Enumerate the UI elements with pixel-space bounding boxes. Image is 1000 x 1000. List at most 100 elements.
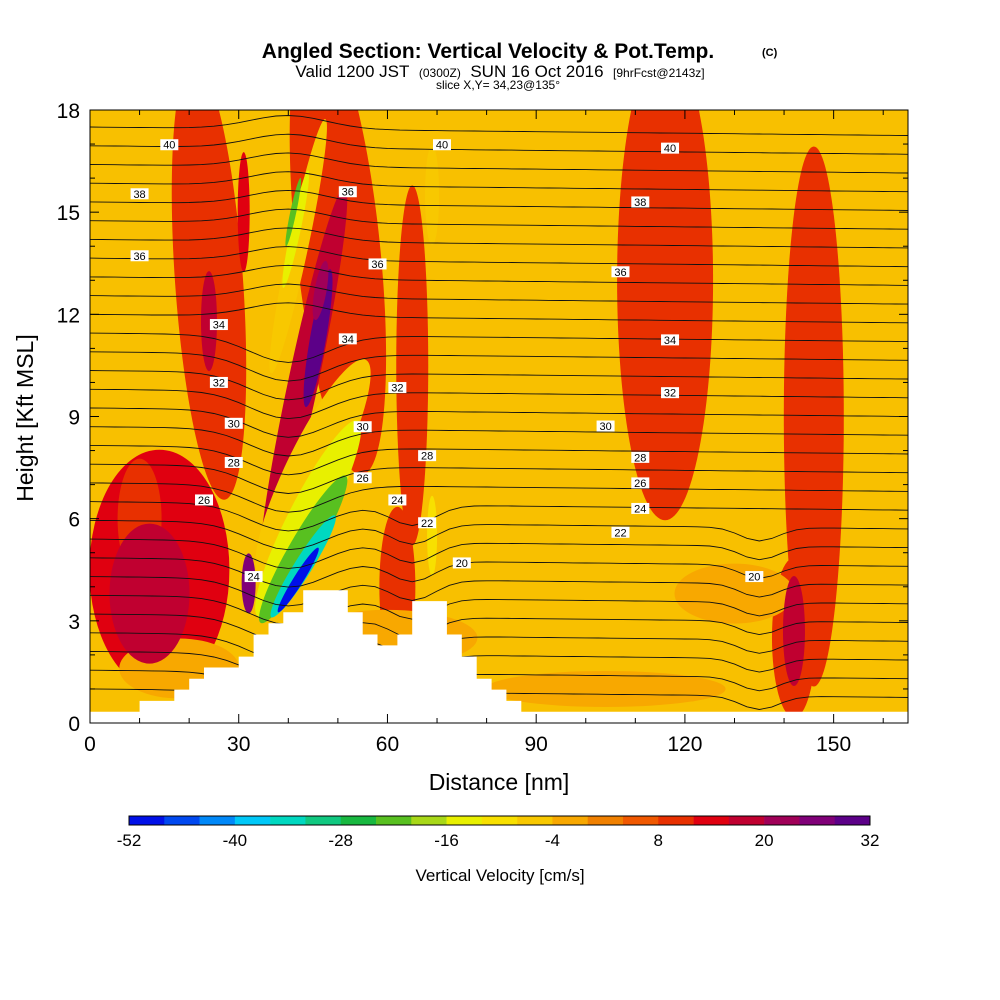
velocity-region (109, 523, 190, 664)
colorbar-tick-label: -16 (434, 831, 459, 850)
chart-subtitle: Valid 1200 JST (0300Z) SUN 16 Oct 2016 [… (295, 62, 704, 81)
theta-contour-line (90, 332, 908, 363)
y-tick-label: 6 (68, 509, 80, 532)
theta-contour-line (90, 501, 908, 532)
theta-contour-line (90, 351, 908, 382)
contour-label: 30 (596, 420, 615, 433)
contour-label-text: 32 (213, 377, 225, 389)
contour-label: 36 (338, 186, 357, 199)
contour-label: 34 (661, 334, 680, 347)
theta-contour-line (90, 171, 908, 193)
y-axis-label: Height [Kft MSL] (12, 334, 38, 501)
colorbar-swatch (834, 816, 871, 825)
contour-label-text: 26 (357, 473, 369, 485)
contour-label-text: 32 (664, 388, 676, 400)
theta-contour-line (90, 133, 908, 155)
theta-contour-line (90, 407, 908, 438)
contour-label-text: 22 (614, 527, 626, 539)
contour-label-text: 20 (748, 572, 760, 584)
colorbar-label: Vertical Velocity [cm/s] (415, 866, 584, 885)
contour-label: 20 (745, 571, 764, 584)
colorbar-swatch (552, 816, 589, 825)
y-tick-label: 0 (68, 713, 80, 736)
x-tick-label: 90 (525, 733, 548, 756)
theta-contour-line (90, 283, 908, 305)
colorbar-swatch (340, 816, 377, 825)
velocity-region (241, 553, 256, 614)
contour-label: 40 (432, 139, 451, 152)
theta-contour-line (90, 444, 908, 476)
theta-contour-line (90, 246, 908, 268)
contour-label-text: 28 (228, 457, 240, 469)
colorbar-swatch (234, 816, 271, 825)
slice-info: slice X,Y= 34,23@135° (436, 78, 560, 92)
colorbar-tick-label: 20 (755, 831, 774, 850)
theta-contour-line (90, 576, 908, 607)
theta-contour-line (90, 302, 908, 324)
contour-label: 36 (368, 258, 387, 271)
colorbar-tick-label: -28 (328, 831, 353, 850)
x-tick-label: 30 (227, 733, 250, 756)
terrain-mask (90, 590, 908, 723)
velocity-region (285, 177, 302, 247)
theta-contour-line (90, 426, 908, 457)
theta-contour-line (90, 227, 908, 249)
contour-label-text: 26 (198, 495, 210, 507)
x-tick-label: 60 (376, 733, 399, 756)
contour-label-text: 32 (391, 383, 403, 395)
contour-label-text: 40 (163, 140, 175, 152)
contour-label: 38 (631, 196, 650, 209)
x-tick-label: 150 (816, 733, 851, 756)
contour-label: 22 (611, 526, 630, 539)
valid-date: SUN 16 Oct 2016 (470, 62, 603, 81)
contour-label-text: 36 (614, 267, 626, 279)
theta-contour-line (90, 651, 908, 682)
contour-label: 24 (631, 502, 650, 515)
contour-label: 26 (195, 494, 214, 507)
colorbar-swatch (623, 816, 659, 825)
colorbar-tick-label: 32 (861, 831, 880, 850)
colorbar-swatch (728, 816, 765, 825)
theta-contour-line (90, 519, 908, 551)
colorbar-swatch (199, 816, 236, 825)
velocity-region (282, 170, 310, 288)
contour-label-text: 36 (371, 259, 383, 271)
theta-contour-line (90, 613, 908, 644)
valid-utc: (0300Z) (419, 66, 461, 80)
contour-label: 36 (611, 266, 630, 279)
contour-label-text: 34 (213, 320, 225, 332)
contour-label: 26 (631, 477, 650, 490)
theta-contour-line (90, 115, 908, 136)
velocity-region (237, 152, 250, 273)
colorbar-swatch (446, 816, 483, 825)
contour-label-text: 30 (357, 422, 369, 434)
x-tick-label: 120 (667, 733, 702, 756)
theta-contour-line (90, 208, 908, 230)
contour-label: 38 (130, 188, 149, 201)
colorbar-tick-label: -40 (223, 831, 248, 850)
contour-label-text: 24 (634, 503, 646, 515)
contour-label-text: 30 (599, 421, 611, 433)
contour-label-text: 38 (133, 189, 145, 201)
colorbar-tick-label: 8 (654, 831, 663, 850)
velocity-region (396, 185, 429, 546)
colorbar-tick-label: -4 (545, 831, 560, 850)
colorbar-swatch (164, 816, 200, 825)
colorbar: -52 -40 -28 -16 -4 8 20 32 (117, 815, 880, 850)
velocity-region (312, 260, 329, 321)
colorbar-swatch (481, 816, 518, 825)
colorbar-swatch (658, 816, 694, 825)
colorbar-swatch (799, 816, 836, 825)
contour-label: 34 (338, 333, 357, 346)
contour-label: 40 (160, 139, 179, 152)
theta-contours (90, 115, 908, 719)
velocity-region (485, 670, 726, 707)
y-tick-label: 9 (68, 407, 80, 430)
theta-contour-line (90, 557, 908, 588)
y-tick-label: 12 (57, 304, 80, 327)
theta-contour-line (90, 482, 908, 513)
x-tick-label: 0 (84, 733, 96, 756)
contour-label-text: 40 (664, 143, 676, 155)
theta-contour-line (90, 264, 908, 286)
theta-contour-line (90, 632, 908, 663)
